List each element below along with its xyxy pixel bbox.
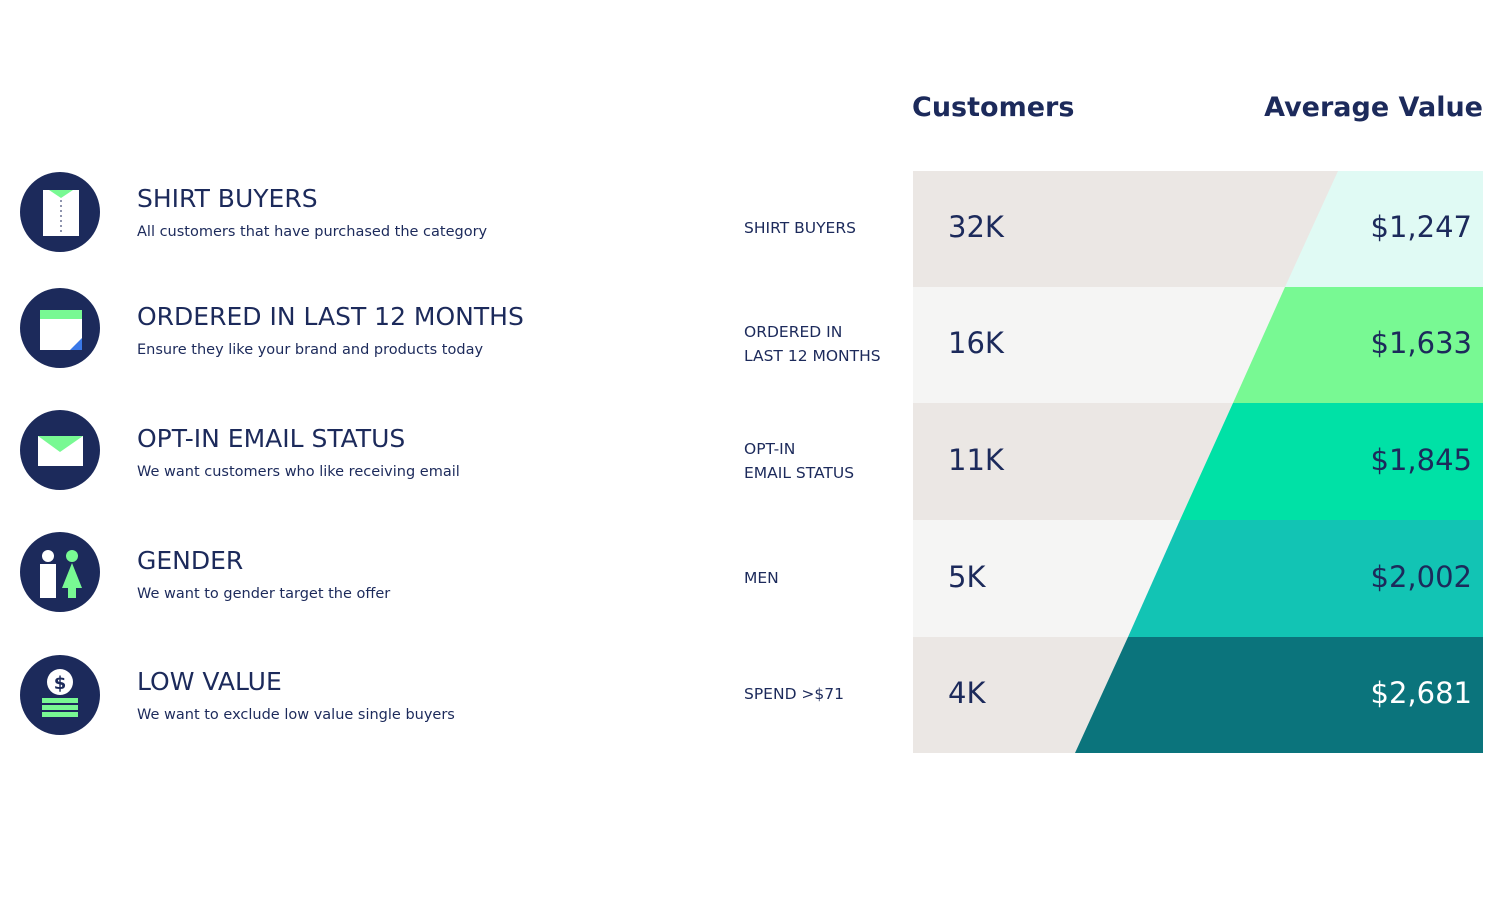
value-band bbox=[1285, 171, 1483, 287]
criterion-description: All customers that have purchased the ca… bbox=[137, 224, 488, 240]
row-label: SPEND >$71 bbox=[744, 685, 845, 703]
criterion-title: OPT-IN EMAIL STATUS bbox=[137, 424, 406, 453]
row-label: SHIRT BUYERS bbox=[744, 219, 856, 237]
people-icon bbox=[40, 550, 82, 598]
average-value: $1,247 bbox=[1370, 210, 1472, 244]
criterion-description: Ensure they like your brand and products… bbox=[137, 342, 484, 358]
row-label: OPT-IN bbox=[744, 439, 796, 458]
column-header: Average Value bbox=[1264, 92, 1483, 123]
row-label: LAST 12 MONTHS bbox=[744, 347, 881, 365]
customers-value: 11K bbox=[948, 442, 1004, 477]
average-value: $2,002 bbox=[1370, 559, 1472, 594]
criterion-title: ORDERED IN LAST 12 MONTHS bbox=[137, 302, 524, 331]
customers-value: 5K bbox=[948, 559, 986, 594]
svg-text:$: $ bbox=[54, 673, 67, 694]
criterion-description: We want customers who like receiving ema… bbox=[137, 464, 460, 480]
customers-value: 16K bbox=[948, 326, 1004, 360]
row-label: MEN bbox=[744, 568, 779, 587]
table-background bbox=[913, 171, 1483, 753]
criterion-description: We want to gender target the offer bbox=[137, 586, 391, 602]
customers-value: 4K bbox=[948, 676, 986, 710]
average-value: $2,681 bbox=[1370, 676, 1472, 710]
value-band bbox=[1180, 403, 1483, 520]
criterion-title: GENDER bbox=[137, 546, 244, 575]
average-value: $1,633 bbox=[1370, 326, 1472, 360]
money-icon: $ bbox=[42, 669, 78, 717]
shirt-icon bbox=[43, 190, 79, 236]
criterion-title: LOW VALUE bbox=[137, 667, 282, 696]
value-band bbox=[1233, 287, 1483, 403]
row-label: ORDERED IN bbox=[744, 323, 843, 341]
criterion-title: SHIRT BUYERS bbox=[137, 184, 318, 213]
mail-icon bbox=[38, 436, 83, 466]
column-header: Customers bbox=[912, 92, 1075, 123]
calendar-icon bbox=[40, 310, 82, 350]
criterion-description: We want to exclude low value single buye… bbox=[137, 707, 455, 723]
value-band bbox=[1128, 520, 1483, 637]
customers-value: 32K bbox=[948, 210, 1004, 244]
value-band bbox=[1075, 637, 1483, 753]
average-value: $1,845 bbox=[1370, 442, 1472, 477]
row-label: EMAIL STATUS bbox=[744, 463, 855, 482]
